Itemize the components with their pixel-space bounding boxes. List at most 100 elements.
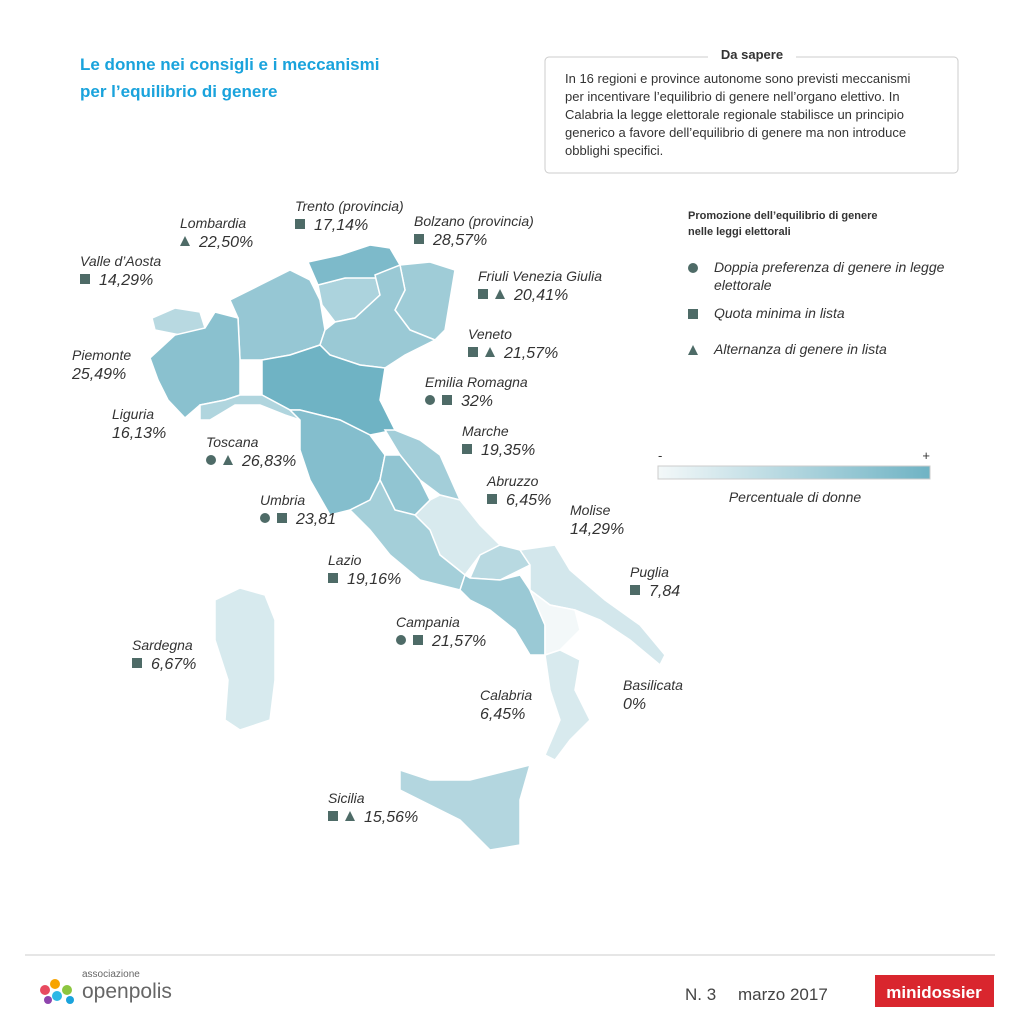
- region-name: Bolzano (provincia): [414, 213, 534, 229]
- legend-item: Alternanza di genere in lista: [713, 341, 887, 357]
- region-name: Molise: [570, 502, 611, 518]
- logo: [40, 979, 74, 1004]
- icon-square: [478, 289, 488, 299]
- region-name: Valle d’Aosta: [80, 253, 161, 269]
- region-value: 26,83%: [241, 453, 296, 470]
- icon-square: [328, 573, 338, 583]
- scale-min: -: [658, 448, 662, 463]
- region-value: 6,45%: [506, 492, 551, 509]
- legend-title: Promozione dell’equilibrio di genere: [688, 210, 877, 222]
- title: Le donne nei consigli e i meccanismi: [80, 55, 379, 74]
- scale-max: +: [922, 448, 930, 463]
- region-value: 19,35%: [481, 442, 535, 459]
- icon-square: [295, 219, 305, 229]
- region-name: Emilia Romagna: [425, 374, 528, 390]
- icon-square: [468, 347, 478, 357]
- region-value: 0%: [623, 696, 646, 713]
- region-name: Toscana: [206, 434, 259, 450]
- region-value: 6,67%: [151, 656, 196, 673]
- region-value: 16,13%: [112, 425, 166, 442]
- region-value: 14,29%: [99, 272, 153, 289]
- info-box-tab: [708, 46, 796, 64]
- region-name: Calabria: [480, 687, 532, 703]
- scale-bar: [657, 465, 931, 480]
- region-name: Marche: [462, 423, 509, 439]
- region-name: Sardegna: [132, 637, 193, 653]
- icon-square: [487, 494, 497, 504]
- icon-triangle: [495, 289, 505, 299]
- icon-square: [277, 513, 287, 523]
- region-name: Veneto: [468, 326, 512, 342]
- info-line: obblighi specifici.: [565, 143, 663, 158]
- info-text: In 16 regioni e province autonome sono p…: [565, 71, 911, 158]
- region-labels: Valle d’Aosta 14,29% Lombardia 22,50% Trento…: [71, 198, 683, 826]
- icon-triangle: [688, 345, 698, 355]
- icon-circle: [260, 513, 270, 523]
- region-value: 20,41%: [513, 287, 568, 304]
- region: [348, 478, 466, 591]
- info-line: Calabria la legge elettorale regionale s…: [565, 107, 904, 122]
- badge: [875, 975, 994, 1007]
- icon-circle: [206, 455, 216, 465]
- legend-title: nelle leggi elettorali: [688, 226, 791, 238]
- region-name: Friuli Venezia Giulia: [478, 268, 602, 284]
- region-name: Sicilia: [328, 790, 365, 806]
- region-name: Lazio: [328, 552, 362, 568]
- region-name: Puglia: [630, 564, 669, 580]
- region-name: Lombardia: [180, 215, 246, 231]
- region-name: Piemonte: [72, 347, 131, 363]
- region-value: 21,57%: [431, 633, 486, 650]
- region: [528, 587, 581, 657]
- region: [199, 394, 301, 421]
- info-line: per incentivare l’equilibrio di genere n…: [565, 89, 900, 104]
- icon-triangle: [223, 455, 233, 465]
- legend-item: Doppia preferenza di genere in legge: [714, 259, 945, 275]
- icon-square: [413, 635, 423, 645]
- region: [399, 763, 532, 851]
- region-name: Abruzzo: [486, 473, 539, 489]
- icon-square: [442, 395, 452, 405]
- icon-circle: [396, 635, 406, 645]
- icon-square: [688, 309, 698, 319]
- region-value: 22,50%: [198, 234, 253, 251]
- icon-triangle: [485, 347, 495, 357]
- icon-triangle: [345, 811, 355, 821]
- region-name: Basilicata: [623, 677, 683, 693]
- icon-triangle: [180, 236, 190, 246]
- scale-caption: Percentuale di donne: [729, 489, 862, 505]
- badge-text: minidossier: [886, 983, 982, 1002]
- region-name: Umbria: [260, 492, 305, 508]
- region: [214, 587, 276, 731]
- region-value: 32%: [461, 393, 493, 410]
- info-line: generico a favore dell’equilibrio di gen…: [565, 125, 906, 140]
- icon-square: [630, 585, 640, 595]
- brand: openpolis: [82, 980, 172, 1003]
- region-value: 17,14%: [314, 217, 368, 234]
- region-name: Trento (provincia): [295, 198, 404, 214]
- date: marzo 2017: [738, 985, 828, 1004]
- icon-square: [414, 234, 424, 244]
- region-value: 14,29%: [570, 521, 624, 538]
- region-name: Liguria: [112, 406, 154, 422]
- brand-small: associazione: [82, 969, 140, 980]
- icon-square: [132, 658, 142, 668]
- info-line: In 16 regioni e province autonome sono p…: [565, 71, 911, 86]
- region-value: 15,56%: [364, 809, 418, 826]
- legend-item: elettorale: [714, 277, 772, 293]
- issue: N. 3: [685, 985, 716, 1004]
- region-value: 25,49%: [71, 366, 126, 383]
- map: [149, 244, 666, 851]
- title: per l’equilibrio di genere: [80, 82, 277, 101]
- region-value: 7,84: [649, 583, 680, 600]
- region-value: 6,45%: [480, 706, 525, 723]
- region-value: 21,57%: [503, 345, 558, 362]
- icon-square: [328, 811, 338, 821]
- icon-square: [80, 274, 90, 284]
- icon-circle: [688, 263, 698, 273]
- icon-circle: [425, 395, 435, 405]
- region-value: 19,16%: [347, 571, 401, 588]
- legend: Doppia preferenza di genere in legge elet…: [688, 259, 945, 357]
- legend-item: Quota minima in lista: [714, 305, 845, 321]
